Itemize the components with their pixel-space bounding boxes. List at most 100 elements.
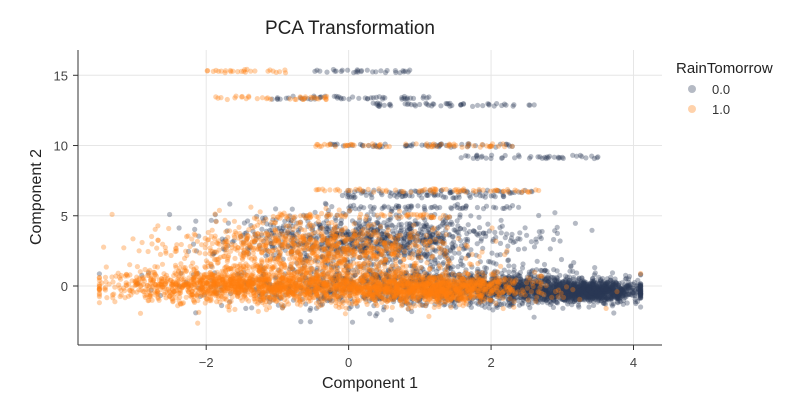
scatter-point-series-0	[499, 223, 505, 229]
scatter-point-series-0	[272, 292, 278, 298]
scatter-point-series-0	[242, 280, 248, 286]
scatter-point-series-0	[539, 268, 545, 274]
scatter-point-series-0	[272, 282, 278, 288]
scatter-point-series-0	[176, 225, 182, 231]
scatter-point-series-0	[455, 282, 461, 288]
scatter-point-series-1	[122, 295, 128, 301]
scatter-point-series-0	[405, 301, 411, 307]
scatter-point-series-0	[420, 278, 426, 284]
scatter-point-series-0	[269, 284, 275, 290]
scatter-point-series-0	[574, 286, 580, 293]
scatter-point-series-0	[367, 288, 373, 295]
scatter-point-series-0	[552, 210, 558, 216]
scatter-point-series-0	[410, 301, 416, 307]
scatter-point-series-0	[442, 267, 448, 273]
scatter-point-series-0	[592, 270, 598, 276]
scatter-point-series-0	[395, 290, 401, 296]
scatter-point-series-0	[522, 225, 528, 231]
scatter-point-series-0	[424, 272, 430, 278]
scatter-point-series-0	[256, 293, 263, 299]
scatter-point-series-0	[497, 287, 503, 293]
scatter-point-series-0	[358, 68, 364, 75]
scatter-point-series-1	[219, 294, 225, 300]
scatter-point-series-0	[409, 293, 415, 299]
scatter-point-series-0	[498, 230, 504, 236]
scatter-point-series-0	[419, 283, 425, 289]
scatter-point-series-0	[460, 280, 466, 286]
scatter-point-series-0	[378, 283, 384, 290]
scatter-point-series-0	[504, 275, 510, 281]
scatter-point-series-0	[450, 270, 456, 276]
scatter-point-series-0	[477, 281, 483, 287]
scatter-point-series-0	[506, 277, 512, 283]
scatter-point-series-0	[316, 275, 322, 281]
scatter-point-series-0	[298, 319, 304, 325]
scatter-point-series-0	[414, 295, 420, 301]
scatter-point-series-0	[293, 280, 299, 286]
scatter-point-series-0	[441, 295, 447, 301]
scatter-point-series-0	[458, 258, 464, 264]
scatter-point-series-0	[401, 278, 407, 284]
scatter-point-series-0	[442, 281, 448, 287]
scatter-point-series-0	[373, 313, 379, 319]
scatter-point-series-0	[300, 287, 306, 294]
scatter-point-series-0	[421, 93, 427, 99]
scatter-point-series-0	[471, 294, 477, 300]
scatter-point-series-0	[469, 275, 475, 281]
scatter-point-series-0	[398, 277, 405, 283]
scatter-point-series-0	[313, 305, 320, 311]
scatter-point-series-0	[374, 274, 380, 280]
scatter-point-series-0	[476, 271, 482, 277]
scatter-point-series-1	[96, 275, 102, 281]
scatter-point-series-0	[369, 195, 375, 201]
scatter-point-series-0	[430, 275, 437, 281]
scatter-point-series-0	[352, 272, 358, 278]
scatter-point-series-0	[276, 267, 282, 273]
scatter-point-series-0	[468, 280, 474, 286]
scatter-point-series-0	[507, 281, 513, 287]
scatter-point-series-1	[127, 262, 133, 268]
scatter-point-series-0	[566, 280, 573, 286]
scatter-point-series-0	[328, 291, 334, 297]
scatter-point-series-1	[174, 277, 181, 283]
scatter-point-series-0	[299, 265, 305, 272]
scatter-point-series-0	[506, 299, 513, 305]
scatter-point-series-0	[381, 203, 387, 209]
scatter-point-series-0	[312, 285, 318, 291]
scatter-point-series-0	[456, 271, 462, 277]
scatter-point-series-0	[344, 270, 350, 276]
scatter-point-series-1	[448, 304, 454, 310]
scatter-point-series-0	[501, 301, 507, 307]
scatter-point-series-0	[393, 294, 399, 300]
scatter-point-series-0	[376, 94, 382, 100]
scatter-point-series-0	[387, 193, 393, 199]
scatter-point-series-0	[432, 257, 438, 263]
scatter-point-series-0	[498, 302, 505, 308]
scatter-point-series-0	[381, 307, 387, 313]
scatter-point-series-0	[426, 281, 433, 287]
scatter-point-series-0	[358, 263, 364, 269]
scatter-point-series-0	[324, 282, 330, 288]
scatter-point-series-0	[406, 285, 412, 291]
scatter-point-series-0	[503, 287, 509, 293]
scatter-point-series-0	[360, 277, 366, 283]
scatter-point-series-0	[499, 155, 505, 161]
scatter-point-series-0	[407, 275, 414, 281]
scatter-point-series-0	[467, 229, 473, 235]
scatter-point-series-0	[504, 204, 510, 210]
scatter-point-series-0	[378, 294, 384, 301]
scatter-point-series-0	[508, 276, 514, 282]
scatter-point-series-0	[506, 269, 512, 275]
scatter-point-series-0	[487, 300, 493, 307]
scatter-point-series-0	[596, 280, 602, 286]
scatter-point-series-0	[557, 238, 563, 244]
scatter-point-series-0	[308, 292, 314, 298]
scatter-point-series-0	[387, 274, 393, 280]
scatter-point-series-0	[440, 295, 446, 301]
scatter-point-series-0	[167, 211, 173, 218]
scatter-point-series-0	[390, 291, 396, 297]
scatter-point-series-0	[400, 296, 406, 302]
scatter-point-series-0	[395, 295, 401, 301]
scatter-point-series-0	[342, 277, 348, 283]
scatter-point-series-0	[481, 293, 487, 299]
